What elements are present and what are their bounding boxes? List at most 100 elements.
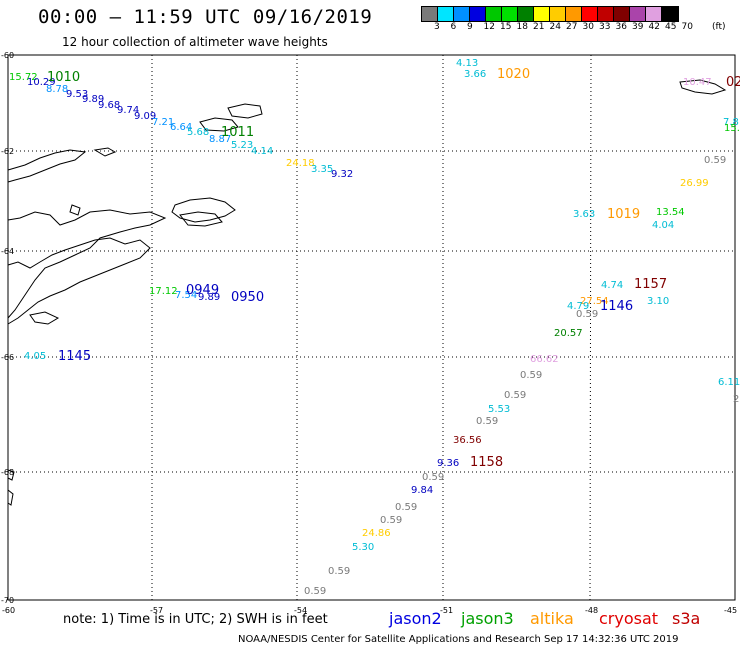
time-label: 1010 — [47, 70, 80, 85]
wave-height-value: 5.30 — [352, 542, 374, 553]
color-scale-tick: 70 — [681, 22, 693, 32]
longitude-label: -51 — [440, 606, 453, 615]
color-swatch — [518, 7, 534, 21]
wave-height-value: 0.59 — [395, 502, 417, 513]
latitude-label: -70 — [1, 596, 14, 605]
coastline — [679, 79, 727, 95]
color-swatch — [486, 7, 502, 21]
coastline — [93, 147, 117, 157]
wave-height-value: 15.72 — [9, 72, 38, 83]
wave-height-value: 27.54 — [580, 296, 609, 307]
latitude-label: -66 — [1, 353, 14, 362]
credit-line: NOAA/NESDIS Center for Satellite Applica… — [238, 634, 679, 645]
wave-height-value: 9.89 — [198, 292, 220, 303]
color-swatch — [438, 7, 454, 21]
longitude-label: -57 — [150, 606, 163, 615]
wave-height-value: 8.78 — [46, 84, 68, 95]
wave-height-value: 4.13 — [456, 58, 478, 69]
wave-height-value: 0.59 — [704, 155, 726, 166]
meridian-line — [589, 54, 592, 601]
color-scale-bar — [421, 6, 679, 22]
wave-height-value: 3.63 — [573, 209, 595, 220]
wave-height-value: 0.59 — [380, 515, 402, 526]
chart-title: 00:00 – 11:59 UTC 09/16/2019 — [38, 6, 373, 28]
color-swatch — [470, 7, 486, 21]
time-label: 1011 — [221, 125, 254, 140]
wave-height-value: 10.47 — [683, 77, 712, 88]
color-scale-tick: 9 — [467, 22, 473, 32]
wave-height-value: 4.05 — [24, 351, 46, 362]
color-swatch — [598, 7, 614, 21]
wave-height-value: 7.54 — [175, 290, 197, 301]
color-swatch — [646, 7, 662, 21]
coastline — [69, 204, 81, 216]
latitude-label: -64 — [1, 247, 14, 256]
wave-height-value: 9.89 — [82, 94, 104, 105]
land-outlines — [7, 79, 727, 506]
coastline — [227, 103, 263, 119]
color-scale-tick: 18 — [516, 22, 528, 32]
wave-height-value: 3.10 — [647, 296, 669, 307]
coastline — [29, 311, 60, 325]
wave-height-value: 5.23 — [231, 140, 253, 151]
color-scale-unit: (ft) — [712, 22, 726, 32]
wave-height-value: 5.68 — [187, 127, 209, 138]
wave-height-value: 0.59 — [504, 390, 526, 401]
wave-height-value: 9.68 — [98, 100, 120, 111]
wave-height-value: 0.59 — [476, 416, 498, 427]
legend-jason2: jason2 — [389, 609, 442, 628]
time-label: 0950 — [231, 290, 264, 305]
time-label: 0949 — [186, 283, 219, 298]
longitude-label: -60 — [2, 606, 15, 615]
latitude-label: -62 — [1, 147, 14, 156]
wave-height-value: 9.32 — [331, 169, 353, 180]
color-swatch — [662, 7, 678, 21]
footnote: note: 1) Time is in UTC; 2) SWH is in fe… — [63, 612, 328, 627]
color-swatch — [566, 7, 582, 21]
time-label: 1020 — [497, 67, 530, 82]
map-axis-labels: -60-62-64-66-68-70-60 -57 -54 -51 -48 -45 — [1, 51, 737, 615]
wave-height-value: 4.04 — [652, 220, 674, 231]
longitude-label: -48 — [585, 606, 598, 615]
wave-height-value: 9.84 — [411, 485, 433, 496]
wave-height-value: 26.99 — [680, 178, 709, 189]
time-label: 1145 — [58, 349, 91, 364]
color-scale-tick: 33 — [599, 22, 611, 32]
color-scale-tick: 24 — [549, 22, 561, 32]
color-swatch — [582, 7, 598, 21]
color-scale-tick: 30 — [582, 22, 594, 32]
legend-altika: altika — [530, 609, 574, 628]
wave-height-value: 20.57 — [554, 328, 583, 339]
observation-labels: 4.133.6615.7210.298.789.539.899.689.749.… — [9, 58, 740, 597]
wave-height-value: 0.59 — [328, 566, 350, 577]
wave-height-value: 0.59 — [304, 586, 326, 597]
legend-cryosat: cryosat — [599, 609, 659, 628]
coastline — [171, 197, 236, 223]
coastline — [7, 489, 14, 506]
map-grid — [7, 54, 736, 601]
wave-height-value: 36.56 — [453, 435, 482, 446]
wave-height-value: 6.64 — [170, 122, 192, 133]
wave-height-value: 0.59 — [422, 472, 444, 483]
wave-height-value: 9.53 — [66, 89, 88, 100]
wave-height-value: 2 — [733, 394, 739, 405]
coastline — [7, 149, 87, 183]
wave-height-value: 7.8 — [723, 117, 739, 128]
wave-height-value: 15. — [724, 123, 740, 134]
wave-height-value: 4.14 — [251, 146, 273, 157]
wave-height-value: 3.35 — [311, 164, 333, 175]
color-scale-tick: 6 — [450, 22, 457, 32]
time-label: 1158 — [470, 455, 503, 470]
longitude-label: -54 — [294, 606, 307, 615]
wave-height-value: 9.36 — [437, 458, 459, 469]
color-swatch — [454, 7, 470, 21]
coastline — [7, 237, 151, 325]
wave-height-value: 3.66 — [464, 69, 486, 80]
color-swatch — [614, 7, 630, 21]
wave-height-value: 66.62 — [530, 354, 559, 365]
time-label: 02 — [726, 75, 740, 90]
wave-height-value: 24.18 — [286, 158, 315, 169]
chart-subtitle: 12 hour collection of altimeter wave hei… — [62, 35, 328, 49]
color-swatch — [550, 7, 566, 21]
